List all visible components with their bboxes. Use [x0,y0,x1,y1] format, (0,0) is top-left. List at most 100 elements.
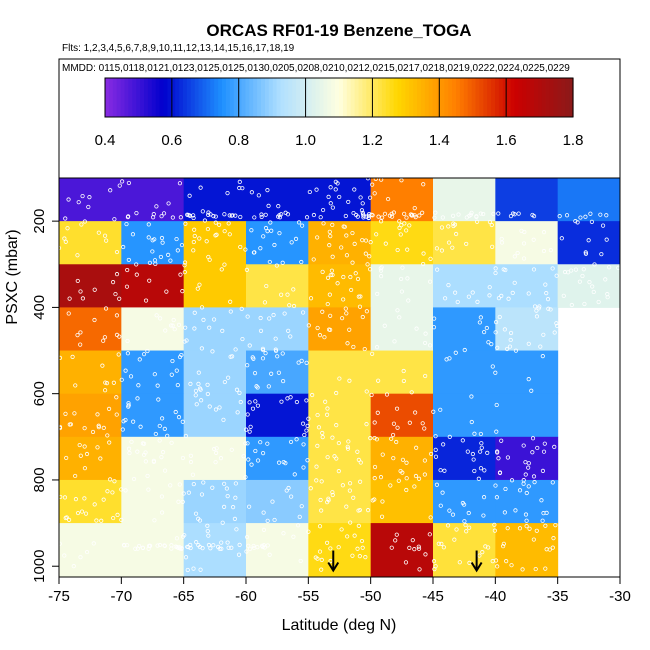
heatmap-cell [370,523,434,578]
sample-point [359,208,365,213]
sample-point [446,283,451,288]
sample-point [180,499,185,504]
sample-point [146,222,151,227]
sample-point [531,537,536,542]
sample-point [481,513,486,518]
sample-point [252,215,257,220]
sample-point [229,447,234,452]
sample-point [117,183,122,188]
sample-point [300,421,306,426]
sample-point [517,526,523,531]
colorbar-tick-label: 1.0 [295,132,316,149]
colorbar-swatch [186,78,192,117]
heatmap-cell [59,523,185,578]
sample-point [247,343,252,348]
colorbar-swatch [354,78,360,117]
sample-point [82,444,87,449]
sample-point [117,334,122,339]
sample-point [469,394,474,399]
sample-point [213,460,218,465]
colorbar-swatch [374,78,379,117]
y-tick-label: 400 [31,295,48,320]
sample-point [222,212,227,217]
sample-point [380,452,385,457]
sample-point [389,436,394,441]
sample-point [470,451,476,457]
sample-point [183,221,188,226]
sample-point [305,458,310,463]
sample-point [251,543,256,549]
sample-point [176,415,182,420]
sample-point [75,510,81,516]
sample-point [197,236,202,241]
sample-point [156,397,161,402]
sample-point [536,306,541,311]
sample-point [200,546,205,551]
sample-point [146,235,151,240]
colorbar-swatch [253,78,258,117]
sample-point [154,313,159,318]
colorbar-swatch [108,78,114,117]
heatmap-cell [59,393,122,438]
sample-point [113,291,118,297]
x-tick-label: -65 [173,588,195,605]
sample-point [433,564,438,569]
sample-point [70,354,75,359]
sample-point [355,214,360,219]
sample-point [546,306,551,311]
sample-point [174,236,179,242]
sample-point [247,429,252,434]
sample-point [299,358,304,363]
sample-point [137,543,142,549]
sample-point [299,504,304,509]
colorbar-swatch [389,78,395,117]
sample-point [539,498,544,503]
sample-point [541,248,547,254]
sample-point [273,348,279,354]
sample-point [281,531,286,536]
sample-point [238,244,243,250]
sample-point [202,218,208,223]
sample-point [495,345,500,350]
sample-point [125,214,131,220]
sample-point [142,452,147,457]
colorbar-swatch [569,78,574,117]
sample-point [446,240,452,245]
sample-point [78,330,83,335]
sample-point [276,370,281,375]
colorbar-swatch [323,78,328,117]
sample-point [301,465,306,470]
sample-point [335,181,340,186]
sample-point [588,211,593,216]
colorbar-swatch [307,78,313,117]
colorbar: 0.4 0.6 0.8 1.0 1.2 1.4 1.6 1.8 [95,77,583,149]
sample-point [267,259,272,265]
sample-point [372,476,377,481]
sample-point [351,344,356,350]
sample-point [352,187,357,192]
sample-point [405,247,410,252]
sample-point [439,225,445,230]
colorbar-tick-label: 0.6 [161,132,182,149]
sample-point [443,296,448,301]
sample-point [320,435,325,440]
sample-point [188,453,193,458]
colorbar-swatch [179,78,184,117]
sample-point [357,507,363,513]
sample-point [368,436,373,441]
colorbar-swatch [155,78,161,117]
colorbar-swatch [342,78,348,117]
sample-point [260,356,266,361]
sample-point [600,223,606,228]
heatmap-cell [308,307,372,352]
sample-point [328,272,333,278]
sample-point [134,210,139,216]
sample-point [493,483,498,488]
sample-point [542,441,547,446]
sample-point [261,527,267,532]
sample-point [578,215,583,220]
sample-point [103,306,109,311]
sample-point [327,229,332,234]
sample-point [433,447,438,452]
sample-point [460,500,465,506]
